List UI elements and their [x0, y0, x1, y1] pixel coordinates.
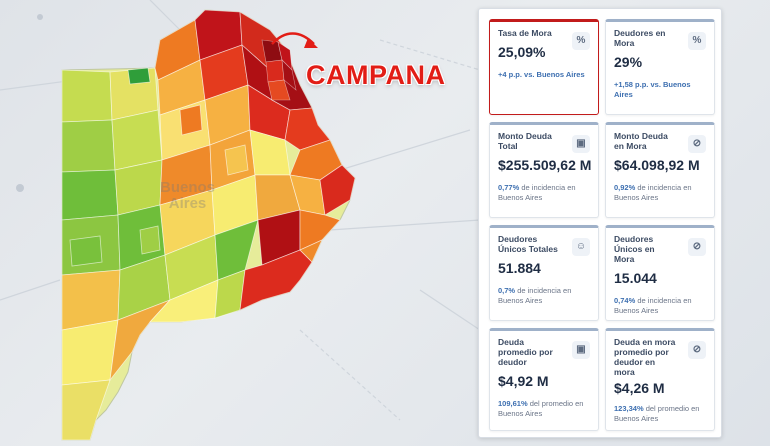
card-note: 0,92% de incidencia en Buenos Aires [614, 183, 707, 202]
card-note: 0,77% de incidencia en Buenos Aires [498, 183, 591, 202]
card-value: 29% [614, 54, 643, 70]
card-value: 51.884 [498, 260, 541, 276]
note-highlight: 109,61% [498, 399, 528, 408]
card-value: $255.509,62 M [498, 157, 592, 173]
watermark-line-1: Buenos [160, 179, 216, 196]
note-rest: del promedio en Buenos Aires [498, 399, 584, 418]
note-highlight: 0,92% [614, 183, 636, 192]
card-value: $4,92 M [498, 373, 549, 389]
campana-arrow-head [304, 38, 318, 48]
stats-panel: Tasa de Mora % 25,09% +4 p.p. vs. Buenos… [478, 8, 722, 438]
card-note: 0,7% de incidencia en Buenos Aires [498, 286, 591, 305]
card-monto-deuda-total[interactable]: Monto Deuda Total ▣ $255.509,62 M 0,77% … [489, 122, 599, 218]
campana-label: CAMPANA [306, 60, 446, 90]
note-highlight: 0,7% [498, 286, 516, 295]
banknote-icon: ▣ [572, 341, 590, 359]
card-value: 15.044 [614, 270, 657, 286]
note-highlight: +4 p.p. vs. Buenos Aires [498, 70, 585, 79]
note-highlight: 0,74% [614, 296, 636, 305]
card-deudores-mora[interactable]: Deudores en Mora % 29% +1,58 p.p. vs. Bu… [605, 19, 715, 115]
map-watermark: Buenos Aires [160, 180, 215, 212]
metro-area-cluster[interactable] [261, 39, 297, 101]
card-title: Tasa de Mora [498, 28, 552, 38]
note-highlight: 123,34% [614, 404, 644, 413]
card-tasa-mora[interactable]: Tasa de Mora % 25,09% +4 p.p. vs. Buenos… [489, 19, 599, 115]
card-title: Deuda promedio por deudor [498, 337, 553, 367]
card-title: Deuda en mora promedio por deudor en mor… [614, 337, 676, 377]
card-note: +1,58 p.p. vs. Buenos Aires [614, 80, 707, 99]
note-rest: de incidencia en Buenos Aires [614, 296, 692, 315]
card-title: Deudores en Mora [614, 28, 666, 48]
note-rest: del promedio en Buenos Aires [614, 404, 700, 423]
partidos[interactable] [61, 9, 356, 441]
watermark-line-2: Aires [168, 195, 207, 212]
note-rest: de incidencia en Buenos Aires [498, 183, 576, 202]
user-off-icon: ⊘ [688, 238, 706, 256]
note-rest: de incidencia en Buenos Aires [498, 286, 572, 305]
card-note: 123,34% del promedio en Buenos Aires [614, 404, 707, 423]
card-title: Deudores Únicos en Mora [614, 234, 655, 264]
card-deudores-unicos-totales[interactable]: Deudores Únicos Totales ☺ 51.884 0,7% de… [489, 225, 599, 321]
card-title: Deudores Únicos Totales [498, 234, 558, 254]
card-title: Monto Deuda Total [498, 131, 552, 151]
background-roads [0, 0, 481, 421]
note-rest: de incidencia en Buenos Aires [614, 183, 692, 202]
note-highlight: +1,58 p.p. vs. Buenos Aires [614, 80, 691, 99]
money-off-icon: ⊘ [688, 341, 706, 359]
card-deudores-unicos-mora[interactable]: Deudores Únicos en Mora ⊘ 15.044 0,74% d… [605, 225, 715, 321]
users-icon: ☺ [572, 238, 590, 256]
banknote-icon: ▣ [572, 135, 590, 153]
card-deuda-promedio[interactable]: Deuda promedio por deudor ▣ $4,92 M 109,… [489, 328, 599, 431]
card-value: $4,26 M [614, 380, 665, 396]
card-value: $64.098,92 M [614, 157, 700, 173]
money-off-icon: ⊘ [688, 135, 706, 153]
card-value: 25,09% [498, 44, 546, 60]
card-deuda-mora-promedio[interactable]: Deuda en mora promedio por deudor en mor… [605, 328, 715, 431]
card-note: 109,61% del promedio en Buenos Aires [498, 399, 591, 418]
note-highlight: 0,77% [498, 183, 520, 192]
card-note: 0,74% de incidencia en Buenos Aires [614, 296, 707, 315]
percent-icon: % [572, 32, 590, 50]
card-title: Monto Deuda en Mora [614, 131, 668, 151]
card-monto-deuda-mora[interactable]: Monto Deuda en Mora ⊘ $64.098,92 M 0,92%… [605, 122, 715, 218]
percent-icon: % [688, 32, 706, 50]
card-note: +4 p.p. vs. Buenos Aires [498, 70, 591, 80]
